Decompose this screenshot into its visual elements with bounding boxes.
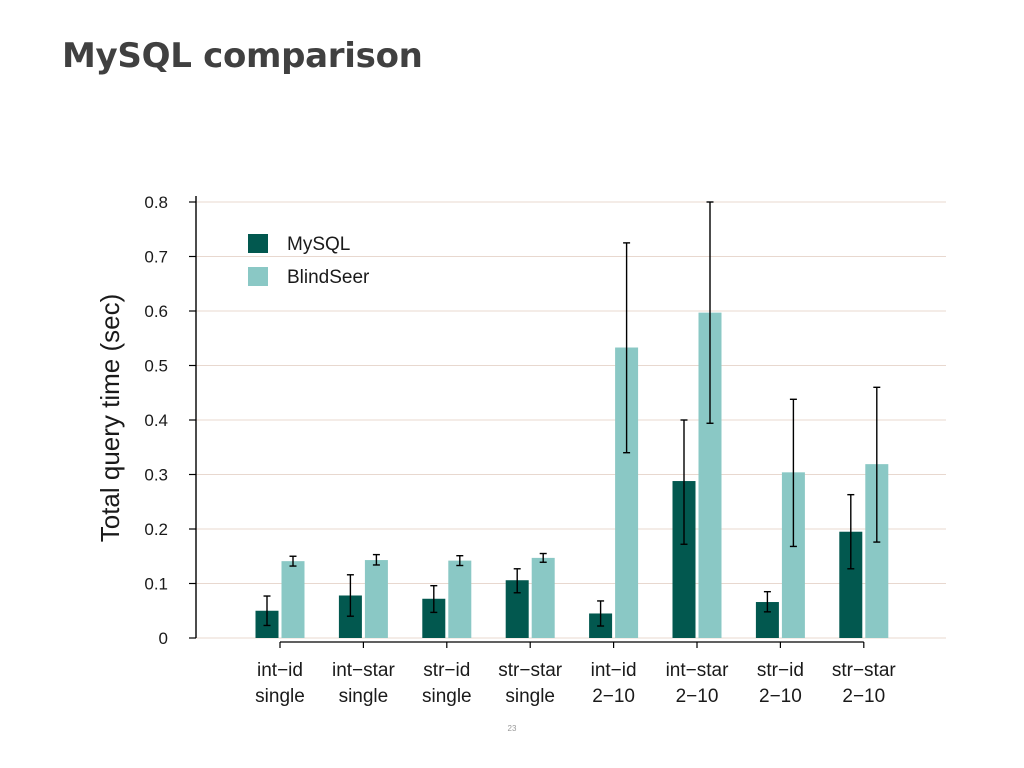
x-tick-label: str−star bbox=[832, 660, 897, 681]
bar-mysql bbox=[422, 598, 446, 638]
bar-blindseer bbox=[281, 561, 305, 638]
y-axis-label: Total query time (sec) bbox=[95, 294, 125, 543]
bar-mysql bbox=[839, 531, 863, 638]
bar-mysql bbox=[505, 580, 529, 638]
legend-label-blindseer: BlindSeer bbox=[287, 267, 370, 288]
bar-blindseer bbox=[531, 557, 555, 638]
slide-title: MySQL comparison bbox=[62, 36, 423, 76]
bar-mysql bbox=[672, 481, 696, 638]
x-tick-label: int−id bbox=[257, 660, 303, 681]
y-tick-label: 0.8 bbox=[144, 193, 168, 212]
bar-blindseer bbox=[448, 560, 472, 638]
x-tick-label: 2−10 bbox=[842, 686, 885, 707]
bar-blindseer bbox=[781, 472, 805, 638]
gridlines bbox=[196, 201, 946, 639]
y-tick-labels: 0 0.1 0.2 0.3 0.4 0.5 0.6 0.7 0.8 bbox=[144, 193, 168, 648]
x-tick-label: str−id bbox=[423, 660, 470, 681]
x-tick-label: single bbox=[422, 686, 472, 707]
x-tick-label: int−star bbox=[332, 660, 396, 681]
y-tick-label: 0.6 bbox=[144, 302, 168, 321]
x-tick-label: single bbox=[255, 686, 305, 707]
x-tick-label: single bbox=[339, 686, 389, 707]
y-tick-label: 0.4 bbox=[144, 411, 168, 430]
bar-blindseer bbox=[698, 312, 722, 638]
error-bars bbox=[263, 201, 881, 627]
x-tick-label: 2−10 bbox=[592, 686, 635, 707]
y-tick-label: 0.1 bbox=[144, 575, 168, 594]
x-tick-label: str−star bbox=[498, 660, 563, 681]
legend-label-mysql: MySQL bbox=[287, 234, 350, 255]
legend: MySQL BlindSeer bbox=[248, 234, 370, 288]
x-tick-label: str−id bbox=[757, 660, 804, 681]
axes bbox=[189, 196, 865, 648]
y-tick-label: 0.3 bbox=[144, 466, 168, 485]
legend-swatch-mysql bbox=[248, 234, 268, 253]
bar-mysql bbox=[755, 602, 779, 638]
bar-blindseer bbox=[364, 560, 388, 638]
bar-blindseer bbox=[865, 464, 889, 638]
y-tick-label: 0.5 bbox=[144, 357, 168, 376]
x-tick-label: 2−10 bbox=[759, 686, 802, 707]
x-tick-label: int−id bbox=[591, 660, 637, 681]
legend-swatch-blindseer bbox=[248, 267, 268, 286]
y-tick-label: 0.2 bbox=[144, 520, 168, 539]
y-tick-label: 0 bbox=[159, 629, 168, 648]
page-number: 23 bbox=[507, 724, 517, 733]
y-tick-label: 0.7 bbox=[144, 248, 168, 267]
x-tick-labels: int−id single int−star single str−id single st… bbox=[255, 660, 896, 707]
x-tick-label: single bbox=[505, 686, 555, 707]
x-tick-label: int−star bbox=[666, 660, 730, 681]
bar-blindseer bbox=[615, 347, 639, 638]
x-tick-label: 2−10 bbox=[676, 686, 719, 707]
